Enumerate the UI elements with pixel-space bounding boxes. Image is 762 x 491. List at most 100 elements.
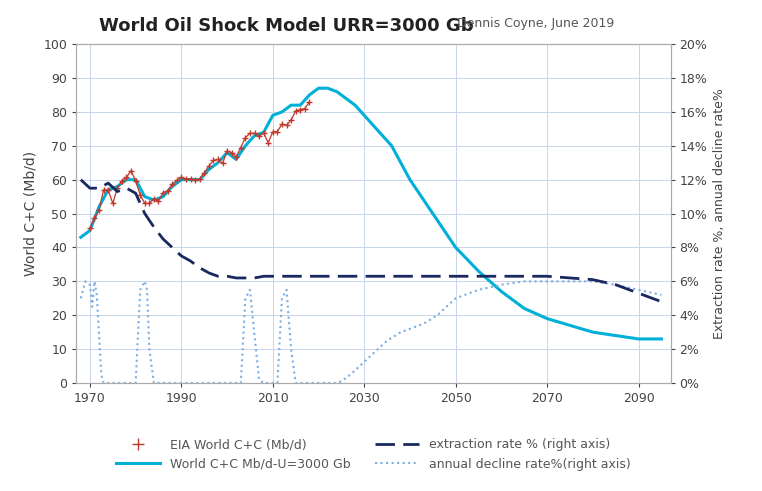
- annual decline rate%(right axis): [76, 296, 85, 301]
- extraction rate % (right axis): [383, 273, 392, 279]
- EIA World C+C (Mb/d): [186, 176, 195, 182]
- World C+C Mb/d-U=3000 Gb: [305, 92, 314, 98]
- World C+C Mb/d-U=3000 Gb: [122, 177, 131, 183]
- EIA World C+C (Mb/d): [296, 107, 305, 112]
- EIA World C+C (Mb/d): [94, 207, 104, 213]
- annual decline rate%(right axis): [520, 278, 529, 284]
- EIA World C+C (Mb/d): [99, 187, 108, 193]
- Line: World C+C Mb/d-U=3000 Gb: World C+C Mb/d-U=3000 Gb: [81, 88, 661, 339]
- EIA World C+C (Mb/d): [113, 185, 122, 191]
- EIA World C+C (Mb/d): [195, 176, 204, 182]
- Legend: EIA World C+C (Mb/d), World C+C Mb/d-U=3000 Gb, extraction rate % (right axis), : EIA World C+C (Mb/d), World C+C Mb/d-U=3…: [111, 433, 636, 475]
- World C+C Mb/d-U=3000 Gb: [396, 160, 405, 166]
- extraction rate % (right axis): [149, 224, 158, 230]
- extraction rate % (right axis): [94, 185, 104, 191]
- World C+C Mb/d-U=3000 Gb: [405, 177, 415, 183]
- EIA World C+C (Mb/d): [122, 174, 131, 180]
- EIA World C+C (Mb/d): [277, 121, 287, 127]
- annual decline rate%(right axis): [296, 380, 305, 386]
- World C+C Mb/d-U=3000 Gb: [287, 102, 296, 108]
- EIA World C+C (Mb/d): [168, 181, 177, 187]
- extraction rate % (right axis): [474, 273, 483, 279]
- EIA World C+C (Mb/d): [259, 130, 268, 136]
- Line: annual decline rate%(right axis): annual decline rate%(right axis): [81, 281, 661, 383]
- EIA World C+C (Mb/d): [149, 196, 158, 202]
- World C+C Mb/d-U=3000 Gb: [168, 184, 177, 190]
- EIA World C+C (Mb/d): [117, 178, 126, 184]
- annual decline rate%(right axis): [81, 278, 90, 284]
- World C+C Mb/d-U=3000 Gb: [520, 305, 529, 311]
- EIA World C+C (Mb/d): [218, 161, 227, 166]
- Text: World Oil Shock Model URR=3000 Gb: World Oil Shock Model URR=3000 Gb: [99, 17, 474, 35]
- extraction rate % (right axis): [337, 273, 346, 279]
- World C+C Mb/d-U=3000 Gb: [268, 112, 277, 118]
- EIA World C+C (Mb/d): [181, 176, 190, 182]
- EIA World C+C (Mb/d): [200, 170, 209, 176]
- World C+C Mb/d-U=3000 Gb: [277, 109, 287, 115]
- EIA World C+C (Mb/d): [223, 148, 232, 154]
- annual decline rate%(right axis): [657, 292, 666, 298]
- extraction rate % (right axis): [186, 258, 195, 264]
- World C+C Mb/d-U=3000 Gb: [140, 193, 149, 199]
- Y-axis label: World C+C (Mb/d): World C+C (Mb/d): [24, 151, 38, 276]
- extraction rate % (right axis): [268, 273, 277, 279]
- extraction rate % (right axis): [588, 277, 597, 283]
- World C+C Mb/d-U=3000 Gb: [158, 193, 168, 199]
- World C+C Mb/d-U=3000 Gb: [314, 85, 323, 91]
- extraction rate % (right axis): [85, 185, 94, 191]
- EIA World C+C (Mb/d): [154, 198, 163, 204]
- EIA World C+C (Mb/d): [232, 154, 241, 160]
- World C+C Mb/d-U=3000 Gb: [223, 150, 232, 156]
- extraction rate % (right axis): [213, 273, 223, 279]
- World C+C Mb/d-U=3000 Gb: [76, 234, 85, 240]
- EIA World C+C (Mb/d): [145, 200, 154, 206]
- World C+C Mb/d-U=3000 Gb: [474, 268, 483, 274]
- extraction rate % (right axis): [259, 273, 268, 279]
- World C+C Mb/d-U=3000 Gb: [323, 85, 332, 91]
- World C+C Mb/d-U=3000 Gb: [259, 129, 268, 135]
- EIA World C+C (Mb/d): [140, 200, 149, 206]
- World C+C Mb/d-U=3000 Gb: [634, 336, 643, 342]
- extraction rate % (right axis): [520, 273, 529, 279]
- World C+C Mb/d-U=3000 Gb: [341, 95, 351, 101]
- EIA World C+C (Mb/d): [250, 130, 259, 136]
- EIA World C+C (Mb/d): [245, 130, 255, 136]
- World C+C Mb/d-U=3000 Gb: [186, 177, 195, 183]
- EIA World C+C (Mb/d): [136, 192, 145, 198]
- extraction rate % (right axis): [140, 211, 149, 217]
- World C+C Mb/d-U=3000 Gb: [104, 187, 113, 193]
- World C+C Mb/d-U=3000 Gb: [657, 336, 666, 342]
- World C+C Mb/d-U=3000 Gb: [177, 177, 186, 183]
- extraction rate % (right axis): [405, 273, 415, 279]
- World C+C Mb/d-U=3000 Gb: [131, 177, 140, 183]
- Line: EIA World C+C (Mb/d): EIA World C+C (Mb/d): [86, 99, 313, 232]
- World C+C Mb/d-U=3000 Gb: [113, 184, 122, 190]
- extraction rate % (right axis): [131, 191, 140, 196]
- extraction rate % (right axis): [158, 236, 168, 242]
- EIA World C+C (Mb/d): [172, 177, 181, 183]
- Y-axis label: Extraction rate %, annual decline rate%: Extraction rate %, annual decline rate%: [713, 88, 726, 339]
- extraction rate % (right axis): [241, 275, 250, 281]
- EIA World C+C (Mb/d): [291, 108, 300, 114]
- EIA World C+C (Mb/d): [227, 150, 236, 156]
- EIA World C+C (Mb/d): [268, 129, 277, 135]
- annual decline rate%(right axis): [268, 380, 277, 386]
- EIA World C+C (Mb/d): [255, 134, 264, 139]
- Line: extraction rate % (right axis): extraction rate % (right axis): [81, 180, 661, 301]
- extraction rate % (right axis): [543, 273, 552, 279]
- extraction rate % (right axis): [232, 275, 241, 281]
- extraction rate % (right axis): [195, 265, 204, 271]
- World C+C Mb/d-U=3000 Gb: [149, 197, 158, 203]
- extraction rate % (right axis): [657, 299, 666, 304]
- EIA World C+C (Mb/d): [305, 99, 314, 105]
- extraction rate % (right axis): [565, 275, 575, 281]
- EIA World C+C (Mb/d): [236, 144, 245, 150]
- EIA World C+C (Mb/d): [90, 216, 99, 221]
- EIA World C+C (Mb/d): [241, 135, 250, 140]
- EIA World C+C (Mb/d): [158, 190, 168, 195]
- EIA World C+C (Mb/d): [287, 117, 296, 123]
- EIA World C+C (Mb/d): [282, 123, 291, 129]
- EIA World C+C (Mb/d): [85, 225, 94, 231]
- World C+C Mb/d-U=3000 Gb: [351, 102, 360, 108]
- annual decline rate%(right axis): [337, 379, 346, 384]
